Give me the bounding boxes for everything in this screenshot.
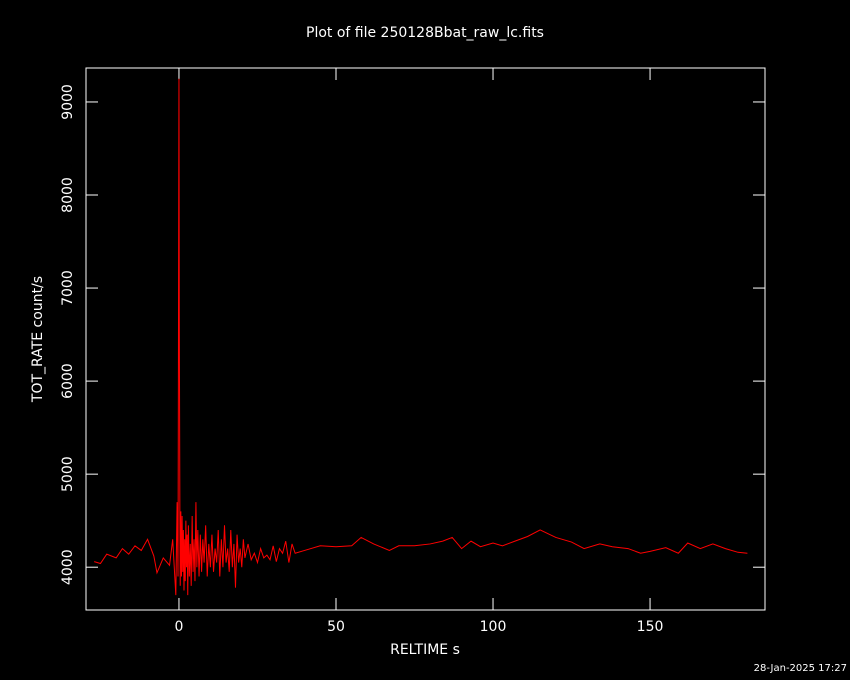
plot-frame — [85, 67, 766, 611]
y-tick-label: 8000 — [60, 177, 76, 213]
x-tick-label: 50 — [327, 619, 345, 635]
x-tick-label: 0 — [175, 619, 184, 635]
y-tick-label: 7000 — [60, 270, 76, 306]
data-line — [94, 78, 748, 596]
y-tick-label: 6000 — [60, 363, 76, 399]
x-tick-label: 150 — [637, 619, 664, 635]
x-tick-label: 100 — [480, 619, 507, 635]
y-axis-label: TOT_RATE count/s — [30, 276, 46, 403]
timestamp: 28-Jan-2025 17:27 — [754, 663, 847, 674]
x-axis-label: RELTIME s — [390, 642, 460, 658]
y-tick-label: 4000 — [60, 549, 76, 585]
y-tick-label: 9000 — [60, 84, 76, 120]
y-tick-label: 5000 — [60, 456, 76, 492]
chart-title: Plot of file 250128Bbat_raw_lc.fits — [306, 25, 544, 41]
